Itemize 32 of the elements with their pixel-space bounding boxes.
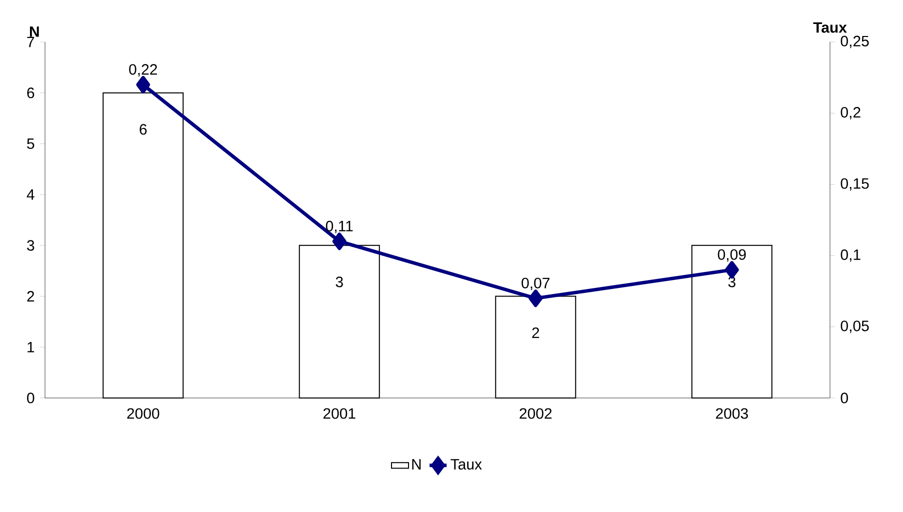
y-tick-label: 2	[27, 291, 34, 302]
y-tick-label: 6	[27, 88, 34, 98]
point	[528, 290, 543, 308]
y2-axis-title: Taux	[813, 22, 847, 33]
y-tick-label: 1	[28, 342, 34, 352]
y-axis-title: N	[30, 26, 39, 37]
y2-tick-label: 0,05	[840, 320, 869, 333]
data-label: 0,11	[326, 220, 353, 234]
legend-label: Taux	[450, 459, 482, 470]
y2-tick-label: 0,25	[840, 36, 869, 48]
data-label: 3	[336, 276, 343, 288]
y-tick-label: 0	[27, 392, 34, 404]
data-label: 0,09	[718, 249, 746, 262]
y2-tick-label: 0,15	[840, 178, 869, 191]
x-tick-label: 2003	[716, 408, 748, 419]
point	[332, 232, 346, 250]
y2-tick-label: 0,2	[840, 106, 860, 120]
x-tick-label: 2001	[323, 408, 356, 419]
data-label: 0,07	[522, 278, 550, 290]
x-tick-label: 2000	[127, 408, 160, 419]
y-tick-label: 3	[27, 240, 34, 251]
y-tick-label: 4	[26, 189, 34, 200]
data-label: 2	[532, 327, 540, 338]
data-label: 6	[140, 124, 147, 135]
data-label: 0,22	[129, 64, 157, 77]
y-tick-label: 7	[27, 36, 34, 48]
legend-label: N	[412, 459, 421, 470]
y2-tick-label: 0,1	[840, 249, 860, 262]
x-tick-label: 2002	[520, 408, 552, 419]
y-tick-label: 5	[27, 138, 34, 149]
y2-tick-label: 0	[840, 392, 848, 404]
point	[136, 76, 150, 94]
